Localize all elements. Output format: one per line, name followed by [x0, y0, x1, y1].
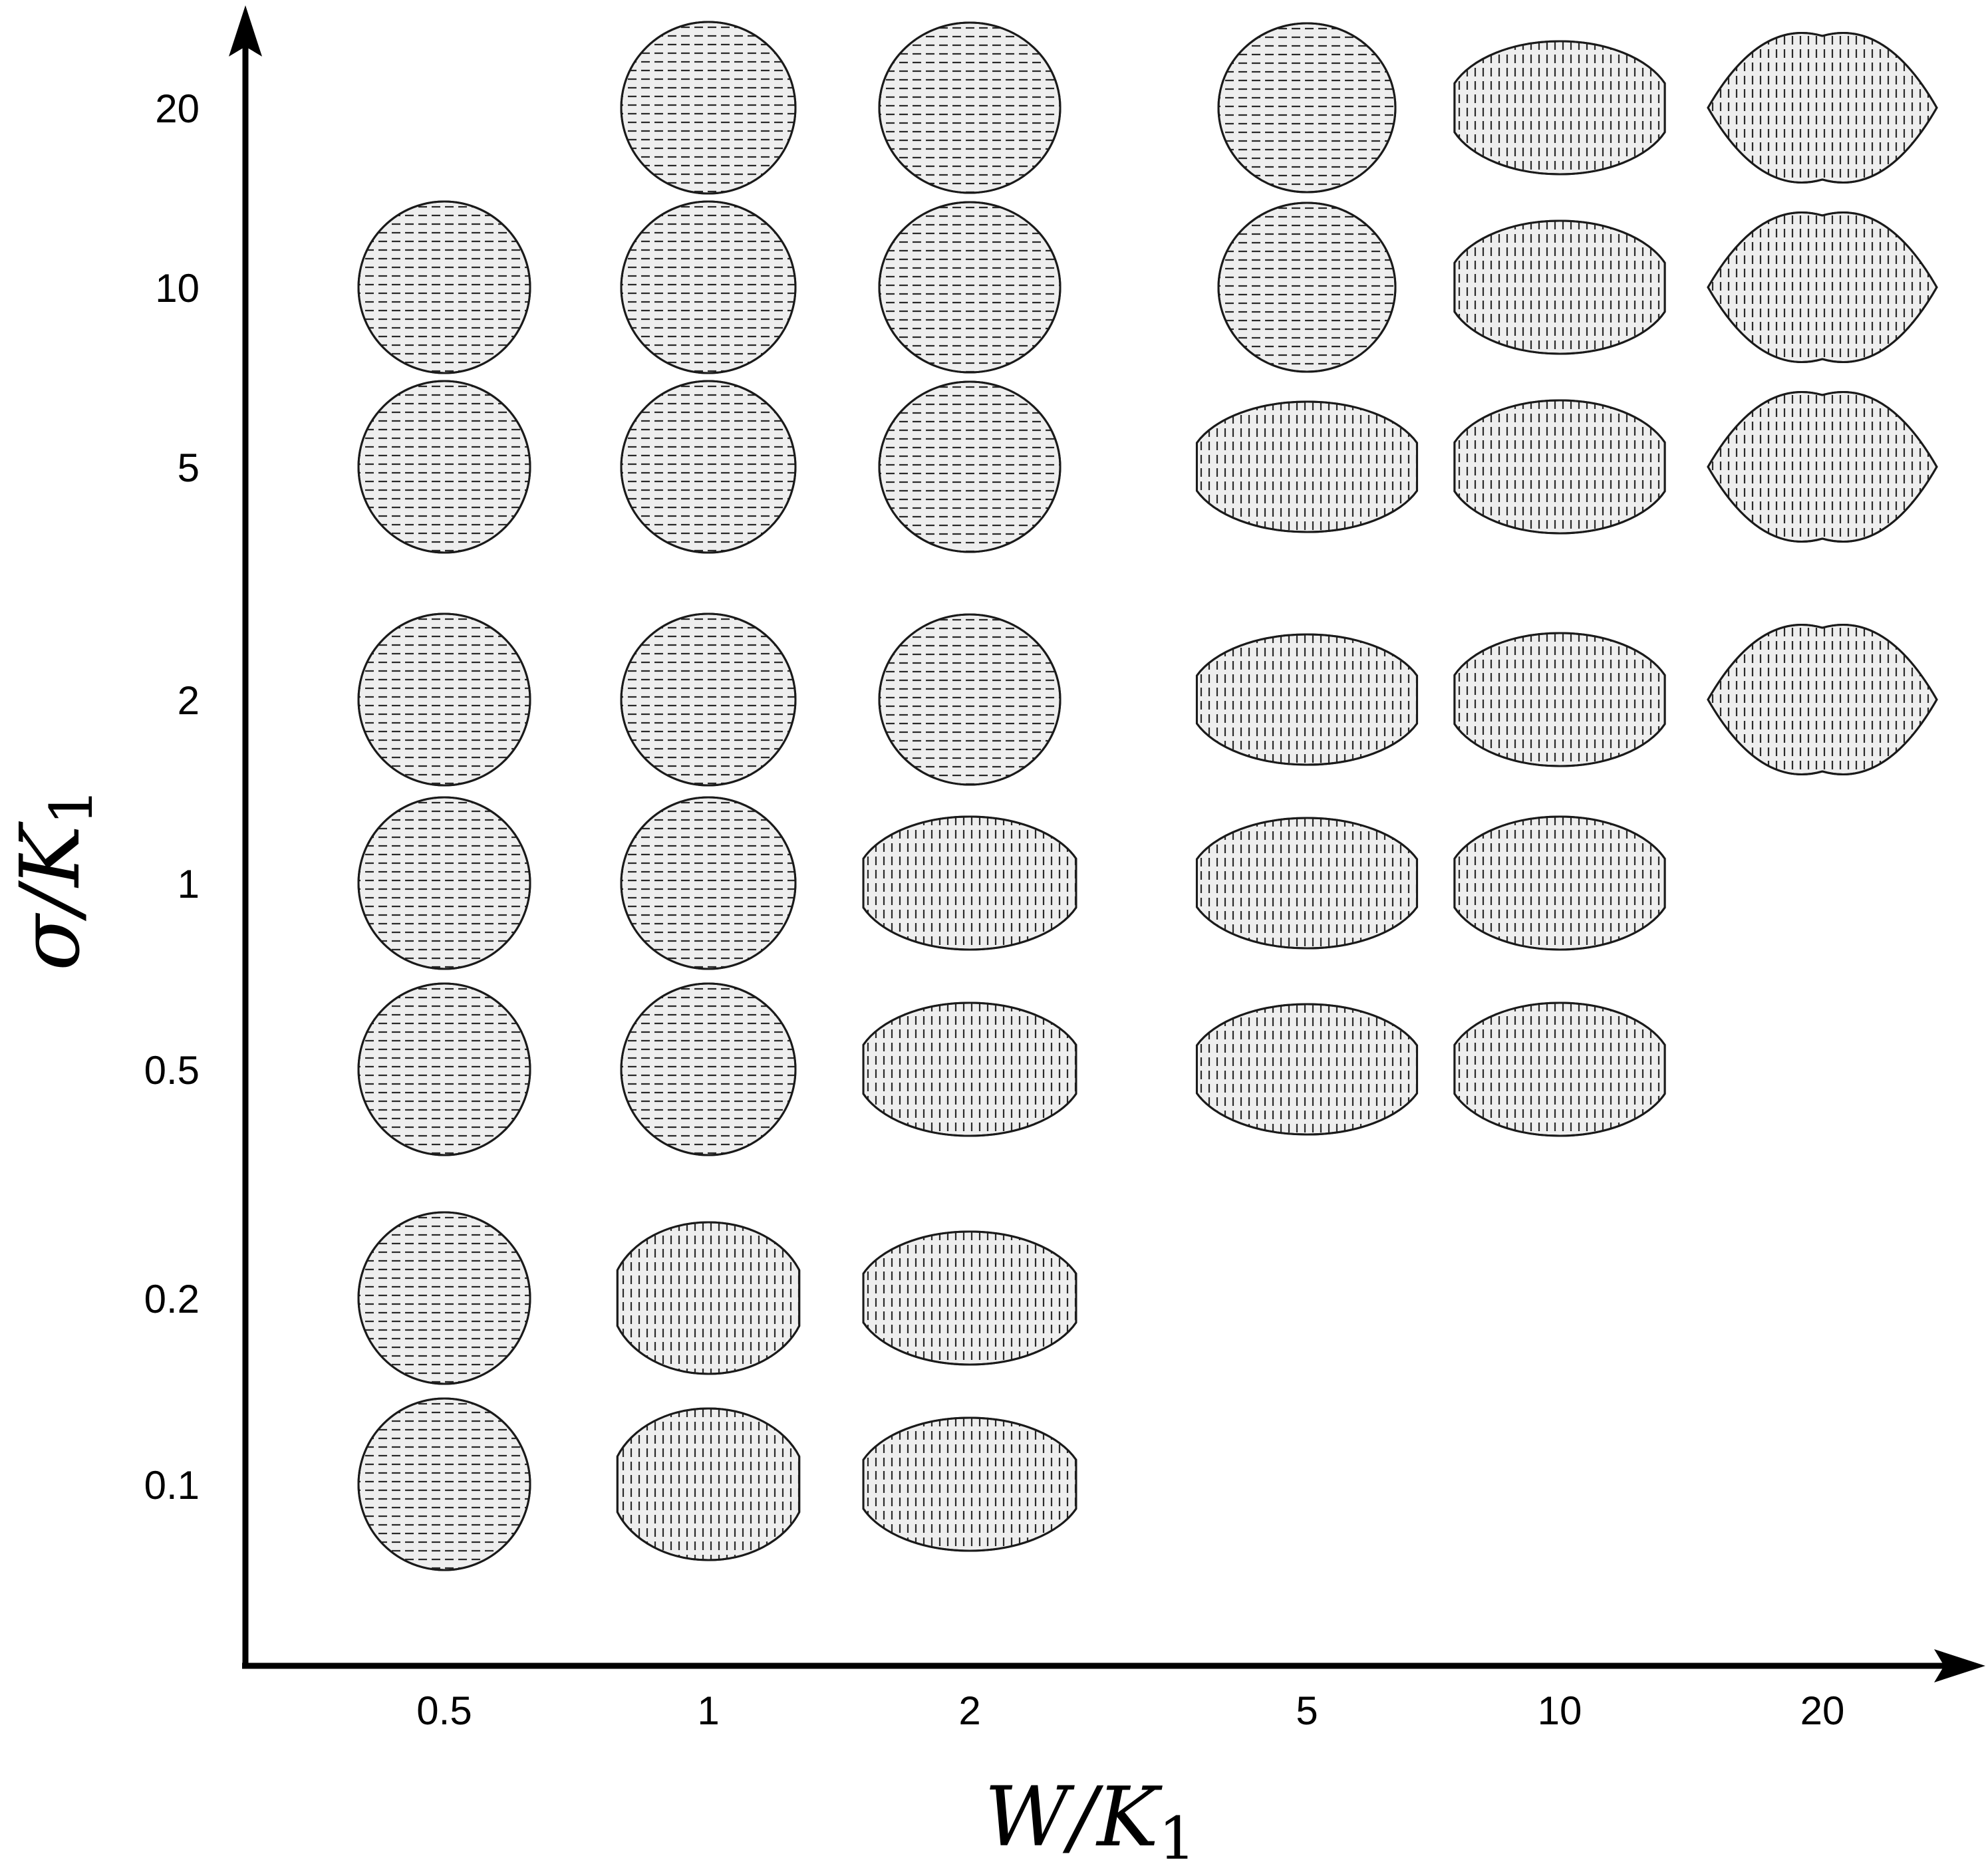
droplet-pointed — [1707, 391, 1938, 543]
droplet-outline — [1453, 219, 1666, 355]
droplet-circle — [357, 1211, 531, 1385]
droplet-circle — [878, 201, 1062, 374]
droplet-truncated — [616, 1221, 801, 1375]
droplet-truncated — [862, 815, 1077, 951]
droplet-pointed — [1707, 211, 1938, 363]
droplet-circle — [878, 613, 1062, 786]
droplet-circle — [357, 200, 531, 374]
droplet-outline — [1453, 399, 1666, 535]
droplet-circle — [1217, 201, 1397, 373]
droplet-circle — [620, 380, 797, 554]
droplet-circle — [620, 982, 797, 1156]
droplet-outline — [1195, 400, 1419, 533]
droplet-circle — [357, 1397, 531, 1571]
droplet-truncated — [1453, 1001, 1666, 1137]
droplet-outline — [616, 1407, 801, 1561]
droplet-circle — [357, 380, 531, 554]
droplet-shapes — [357, 21, 1938, 1571]
y-axis-label: σ/K1 — [3, 788, 106, 971]
droplet-pointed — [1707, 32, 1938, 184]
y-tick-label: 0.5 — [144, 1048, 200, 1093]
droplet-truncated — [1453, 40, 1666, 176]
droplet-circle — [357, 612, 531, 787]
droplet-truncated — [616, 1407, 801, 1561]
droplet-truncated — [1195, 633, 1419, 766]
droplet-pointed — [1707, 624, 1938, 775]
y-tick-label: 10 — [155, 266, 200, 311]
x-tick-label: 1 — [697, 1688, 719, 1733]
y-tick-label: 0.1 — [144, 1463, 200, 1508]
droplet-circle — [1217, 22, 1397, 194]
droplet-truncated — [1453, 219, 1666, 355]
x-tick-label: 0.5 — [416, 1688, 472, 1733]
y-tick-label: 2 — [178, 678, 200, 723]
droplet-circle — [620, 612, 797, 787]
droplet-circle — [878, 380, 1062, 553]
droplet-outline — [1707, 211, 1938, 363]
droplet-outline — [1453, 40, 1666, 176]
droplet-outline — [1195, 1003, 1419, 1136]
droplet-circle — [620, 21, 797, 195]
y-tick-labels: 20 10 5 2 1 0.5 0.2 0.1 — [144, 86, 200, 1508]
droplet-truncated — [862, 1001, 1077, 1137]
droplet-truncated — [1453, 399, 1666, 535]
x-tick-labels: 0.5 1 2 5 10 20 — [416, 1688, 1844, 1733]
x-axis-label: W/K1 — [984, 1770, 1196, 1860]
axes — [229, 5, 1985, 1682]
droplet-outline — [1707, 32, 1938, 184]
droplet-truncated — [862, 1416, 1077, 1552]
x-tick-label: 20 — [1800, 1688, 1845, 1733]
droplet-truncated — [862, 1230, 1077, 1366]
y-tick-label: 1 — [178, 862, 200, 906]
director-field — [1218, 207, 1395, 365]
droplet-circle — [357, 796, 531, 970]
droplet-outline — [1195, 633, 1419, 766]
y-axis-arrowhead — [229, 5, 262, 57]
droplet-outline — [1707, 624, 1938, 775]
droplet-circle — [620, 200, 797, 374]
droplet-outline — [1707, 391, 1938, 543]
droplet-truncated — [1195, 817, 1419, 950]
director-field — [621, 385, 795, 552]
director-field — [621, 988, 795, 1154]
x-axis-arrowhead — [1934, 1649, 1985, 1682]
droplet-outline — [1453, 1001, 1666, 1137]
droplet-truncated — [1453, 815, 1666, 951]
droplet-truncated — [1453, 632, 1666, 767]
y-tick-label: 5 — [178, 446, 200, 490]
y-tick-label: 0.2 — [144, 1277, 200, 1321]
x-tick-label: 5 — [1296, 1688, 1318, 1733]
droplet-outline — [616, 1221, 801, 1375]
x-tick-label: 10 — [1538, 1688, 1582, 1733]
x-tick-label: 2 — [958, 1688, 980, 1733]
droplet-outline — [1195, 817, 1419, 950]
y-tick-label: 20 — [155, 86, 200, 131]
droplet-truncated — [1195, 1003, 1419, 1136]
droplet-circle — [357, 982, 531, 1156]
droplet-outline — [1453, 632, 1666, 767]
droplet-circle — [620, 796, 797, 970]
droplet-circle — [878, 21, 1062, 194]
droplet-outline — [1453, 815, 1666, 951]
droplet-truncated — [1195, 400, 1419, 533]
